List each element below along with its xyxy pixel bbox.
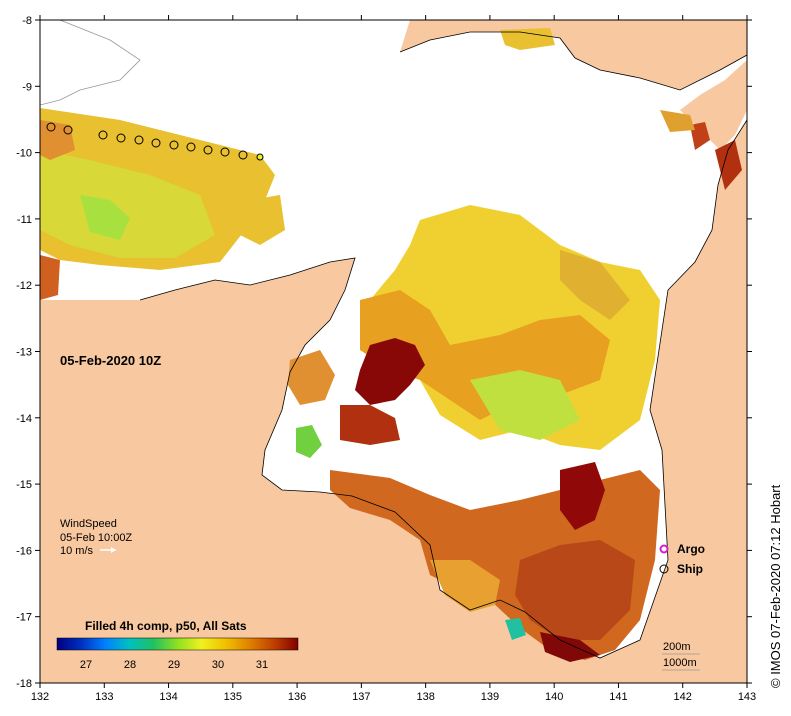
wind-legend: WindSpeed 05-Feb 10:00Z 10 m/s <box>60 518 132 557</box>
x-tick-label: 138 <box>416 691 434 703</box>
ship-marker <box>116 133 126 143</box>
colorbar: Filled 4h comp, p50, All Sats 27 28 29 30 31 <box>56 619 299 671</box>
wind-time: 05-Feb 10:00Z <box>60 532 132 544</box>
land-arnhem-land <box>40 120 747 683</box>
ship-marker <box>238 150 248 160</box>
x-axis: 132 133 134 135 136 137 138 139 140 141 142 143 <box>31 15 756 703</box>
colorbar-gradient <box>56 637 299 651</box>
wind-scale: 10 m/s <box>60 545 94 557</box>
ship-marker <box>63 125 73 135</box>
y-tick-label: -15 <box>16 479 32 491</box>
ship-marker <box>46 122 56 132</box>
ship-label: Ship <box>677 562 703 576</box>
ship-marker-icon <box>659 564 669 574</box>
x-tick-label: 139 <box>481 691 499 703</box>
x-tick-label: 133 <box>95 691 113 703</box>
depth-1000m-label: 1000m <box>663 657 697 669</box>
colorbar-tick-label: 27 <box>80 659 92 671</box>
y-tick-label: -17 <box>16 612 32 624</box>
ship-marker <box>220 147 230 157</box>
x-tick-label: 132 <box>31 691 49 703</box>
y-tick-label: -12 <box>16 280 32 292</box>
y-tick-label: -16 <box>16 545 32 557</box>
copyright-label: © IMOS 07-Feb-2020 07:12 Hobart <box>768 484 783 688</box>
ship-marker <box>134 135 144 145</box>
ship-marker <box>98 130 108 140</box>
x-tick-label: 136 <box>288 691 306 703</box>
x-tick-label: 137 <box>352 691 370 703</box>
x-tick-label: 141 <box>609 691 627 703</box>
x-tick-label: 140 <box>545 691 563 703</box>
ship-marker <box>186 142 196 152</box>
y-tick-label: -13 <box>16 347 32 359</box>
x-tick-label: 135 <box>224 691 242 703</box>
colorbar-tick-label: 28 <box>124 659 136 671</box>
land-top-right <box>400 20 747 90</box>
depth-200m-label: 200m <box>663 641 691 653</box>
ship-track <box>46 122 264 161</box>
argo-marker-icon <box>659 544 669 554</box>
obs-legend: Argo Ship <box>659 542 705 576</box>
ship-marker <box>151 138 161 148</box>
sst-data <box>40 28 742 662</box>
y-tick-label: -10 <box>16 148 32 160</box>
argo-label: Argo <box>677 542 705 556</box>
colorbar-tick-label: 31 <box>256 659 268 671</box>
y-tick-label: -14 <box>16 413 32 425</box>
ship-marker-last <box>256 153 264 161</box>
y-tick-label: -9 <box>22 81 32 93</box>
y-axis: -8 -9 -10 -11 -12 -13 -14 -15 -16 -17 -18 <box>16 15 752 690</box>
depth-legend: 200m 1000m <box>662 641 700 671</box>
colorbar-tick-label: 30 <box>212 659 224 671</box>
colorbar-tick-label: 29 <box>168 659 180 671</box>
x-tick-label: 134 <box>159 691 177 703</box>
colorbar-title: Filled 4h comp, p50, All Sats <box>85 619 247 633</box>
x-tick-label: 143 <box>738 691 756 703</box>
y-tick-label: -18 <box>16 678 32 690</box>
date-label: 05-Feb-2020 10Z <box>60 353 161 368</box>
x-tick-label: 142 <box>674 691 692 703</box>
coastline <box>139 31 747 659</box>
y-tick-label: -11 <box>17 214 32 226</box>
ship-marker <box>203 145 213 155</box>
island-outline <box>40 20 141 106</box>
ship-marker <box>169 140 179 150</box>
wind-title: WindSpeed <box>60 518 117 530</box>
land-right-cape <box>680 60 747 150</box>
wind-arrowhead-icon <box>111 547 116 553</box>
y-tick-label: -8 <box>22 15 32 27</box>
